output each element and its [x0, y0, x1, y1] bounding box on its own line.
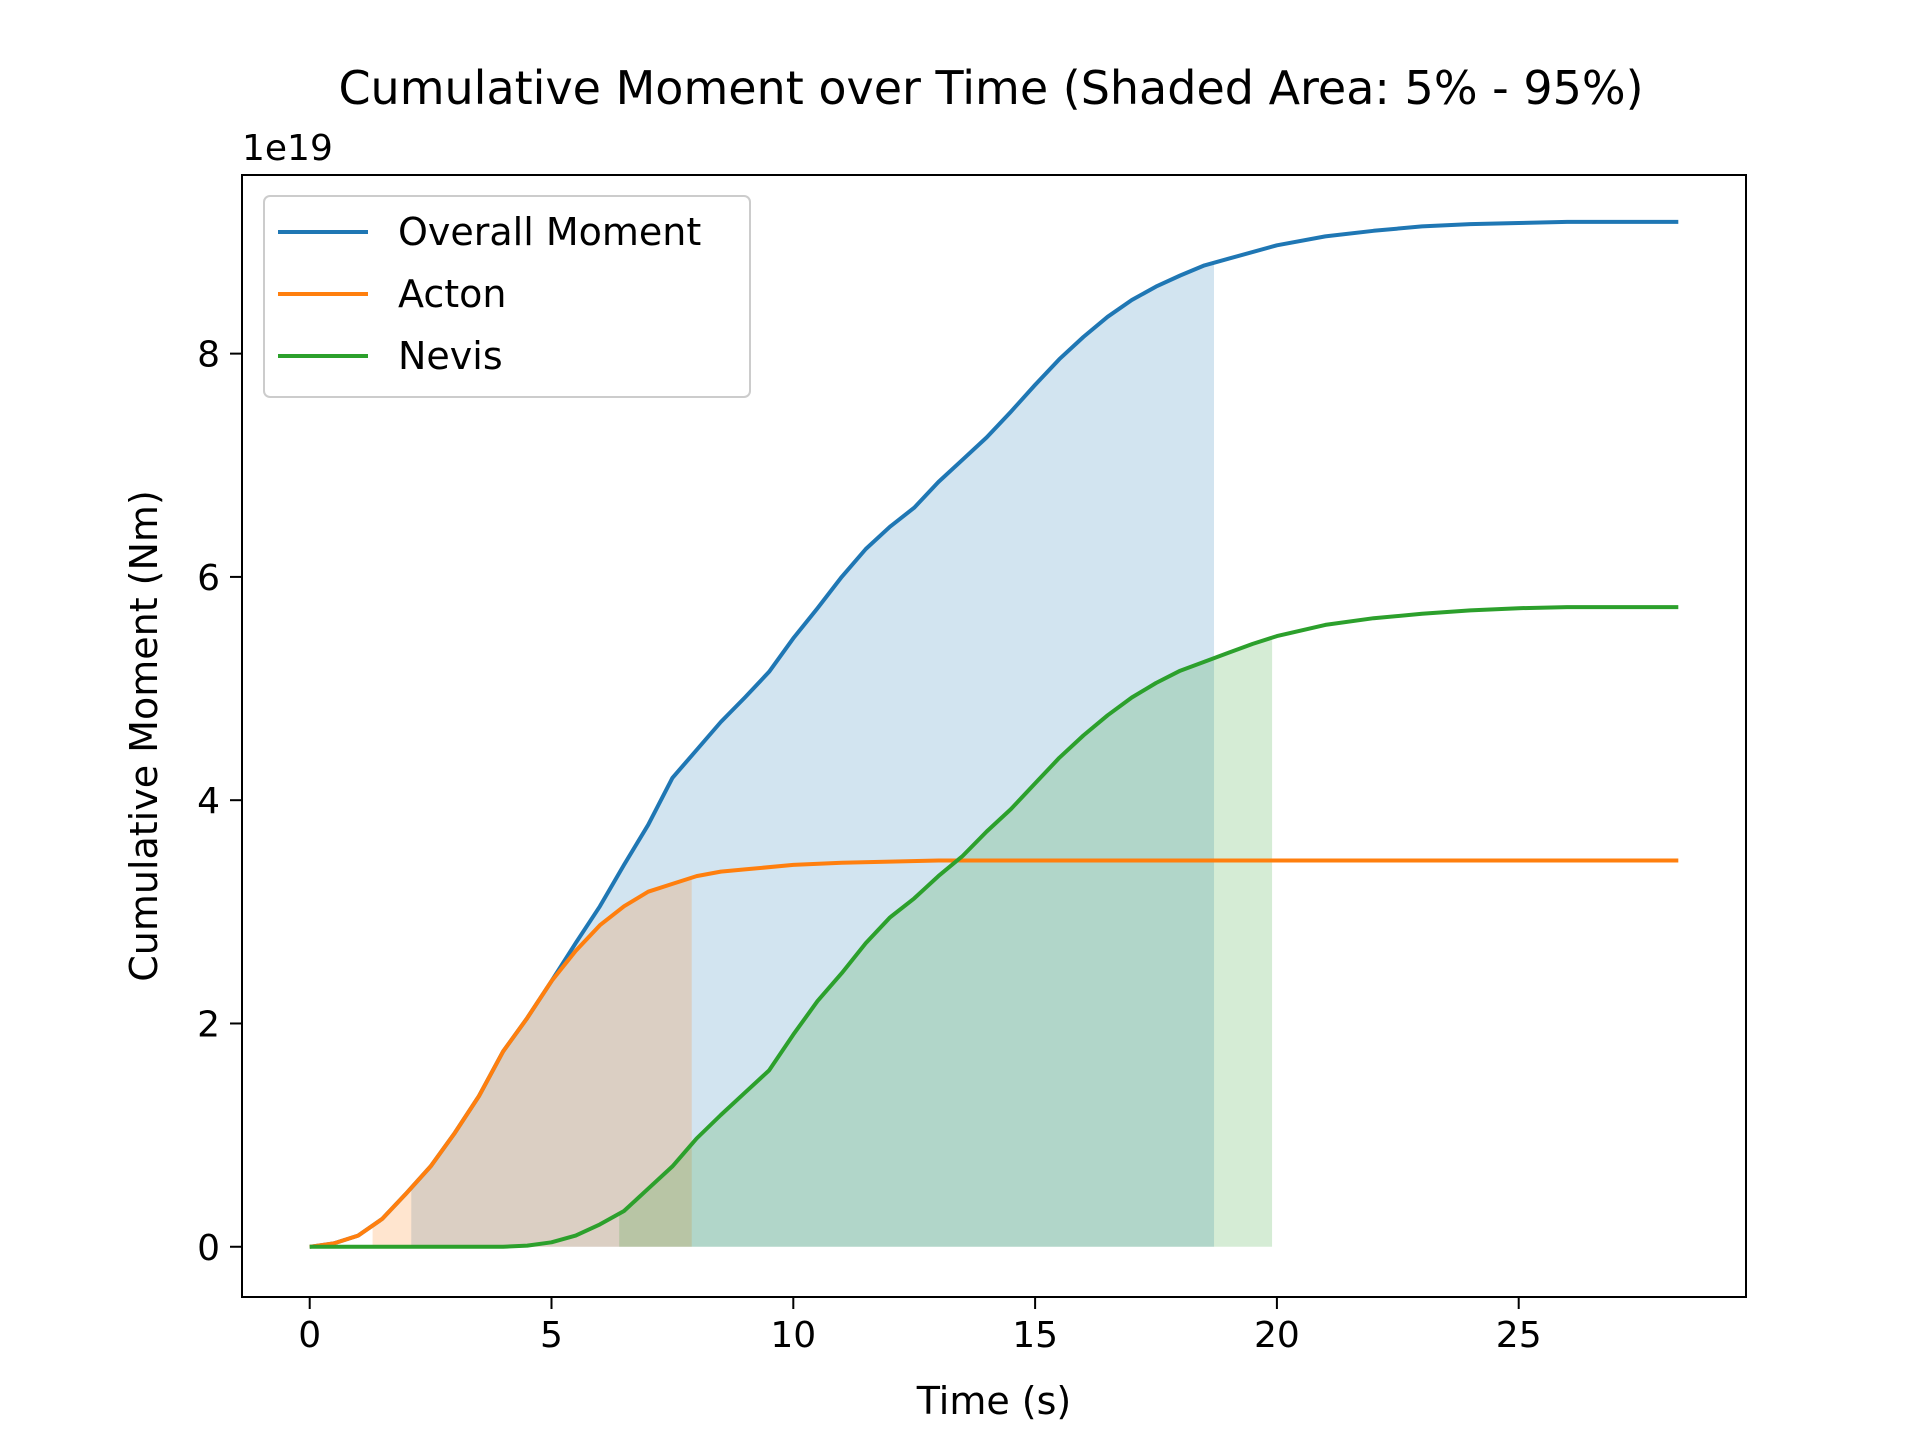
shade-overall-moment	[411, 262, 1215, 1247]
shade-acton	[372, 877, 692, 1247]
legend-box	[263, 195, 751, 398]
series-lines	[309, 219, 1679, 1249]
chart-title: Cumulative Moment over Time (Shaded Area…	[338, 61, 1643, 115]
x-axis-label: Time (s)	[916, 1379, 1072, 1423]
y-axis-label: Cumulative Moment (Nm)	[122, 490, 166, 982]
x-tick-label: 0	[298, 1315, 321, 1356]
legend-label: Nevis	[398, 334, 503, 378]
y-offset-label: 1e19	[242, 128, 333, 169]
legend-label: Acton	[398, 272, 506, 316]
legend-label: Overall Moment	[398, 210, 701, 254]
line-nevis	[309, 605, 1679, 1249]
plot-frame	[241, 174, 1747, 1298]
y-tick-label: 4	[197, 781, 220, 822]
x-tick-label: 15	[1012, 1315, 1058, 1356]
legend: Overall Moment Acton Nevis	[263, 195, 751, 398]
y-tick-label: 0	[197, 1228, 220, 1269]
x-tick-label: 10	[770, 1315, 816, 1356]
y-axis-ticks: 0 2 4 6 8	[197, 335, 242, 1269]
shaded-areas	[372, 262, 1273, 1247]
y-tick-label: 6	[197, 558, 220, 599]
x-tick-label: 20	[1254, 1315, 1300, 1356]
y-tick-label: 8	[197, 335, 220, 376]
shade-nevis	[619, 637, 1273, 1247]
y-tick-label: 2	[197, 1004, 220, 1045]
x-tick-label: 25	[1496, 1315, 1542, 1356]
line-acton	[309, 858, 1679, 1249]
x-axis-ticks: 0 5 10 15 20 25	[298, 1297, 1542, 1356]
x-tick-label: 5	[540, 1315, 563, 1356]
